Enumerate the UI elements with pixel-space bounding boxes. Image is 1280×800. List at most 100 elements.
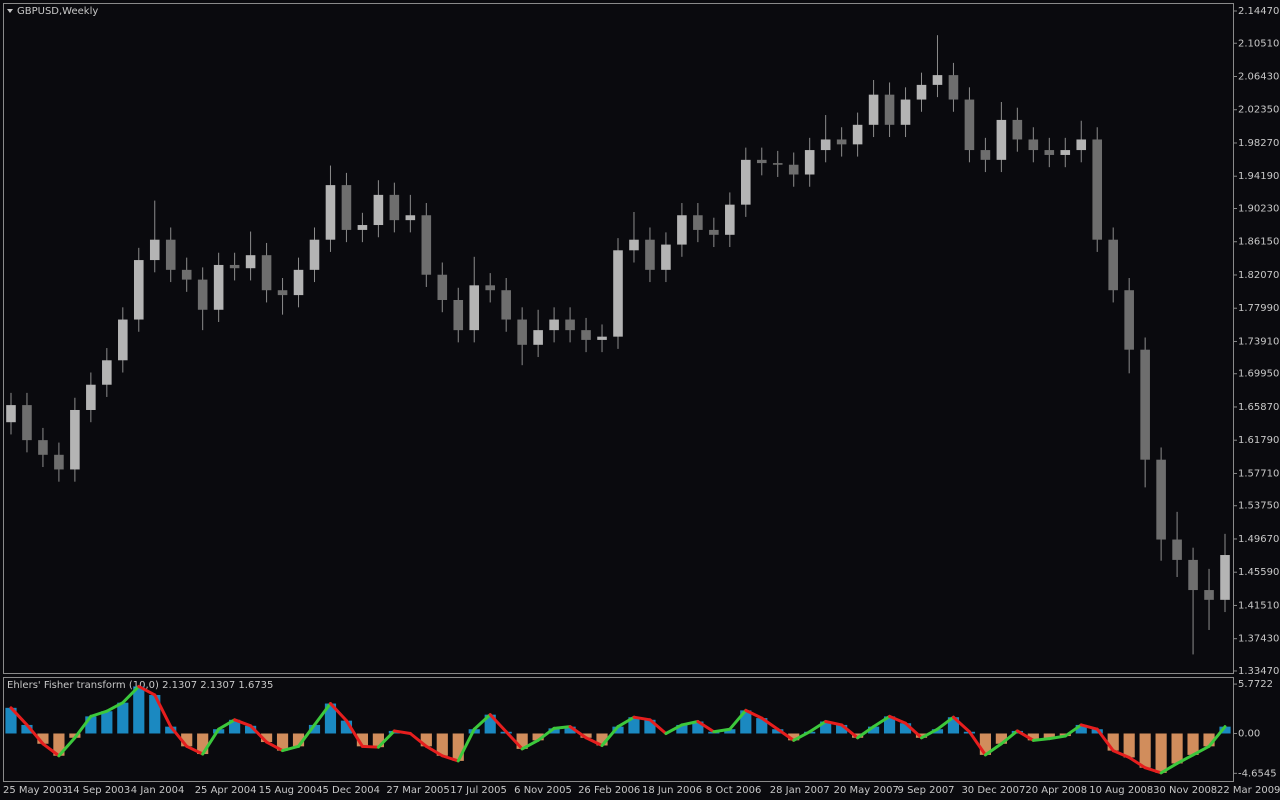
histogram-bar bbox=[292, 733, 305, 747]
fisher-line-segment bbox=[999, 729, 1019, 746]
histogram-bar bbox=[1027, 733, 1039, 741]
histogram-bar bbox=[644, 719, 656, 734]
histogram-bar bbox=[308, 724, 321, 734]
histogram-bar bbox=[1219, 726, 1231, 734]
fisher-line-segment bbox=[376, 729, 396, 749]
fisher-line-segment bbox=[1015, 729, 1035, 742]
chart-title: GBPUSD,Weekly bbox=[17, 6, 98, 17]
x-tick-label: 9 Sep 2007 bbox=[898, 785, 955, 796]
candle-body bbox=[709, 229, 719, 235]
x-tick-label: 20 May 2007 bbox=[834, 785, 899, 796]
histogram-bar bbox=[772, 729, 784, 734]
fisher-line-segment bbox=[328, 702, 348, 723]
candle-body bbox=[725, 204, 735, 235]
y-tick-label: 1.94190 bbox=[1238, 171, 1279, 182]
histogram-bar bbox=[995, 733, 1007, 744]
candle-body bbox=[1108, 239, 1118, 291]
y-tick-label: 1.65870 bbox=[1238, 402, 1279, 413]
candle-body bbox=[1028, 139, 1039, 151]
histogram-bar bbox=[1187, 733, 1199, 755]
candle-body bbox=[133, 260, 144, 320]
candle-body bbox=[1140, 349, 1150, 460]
fisher-line-segment bbox=[1031, 737, 1051, 742]
histogram-bar bbox=[820, 721, 832, 734]
histogram-bar bbox=[452, 733, 464, 761]
fisher-line-segment bbox=[920, 727, 939, 740]
y-tick-label: 2.06430 bbox=[1238, 71, 1279, 82]
x-tick-label: 28 Jan 2007 bbox=[770, 785, 830, 796]
candle-body bbox=[229, 264, 240, 269]
histogram-bar bbox=[245, 725, 257, 734]
candle-body bbox=[1220, 555, 1230, 600]
histogram-bar bbox=[915, 733, 928, 738]
x-tick-label: 8 Oct 2006 bbox=[706, 785, 761, 796]
histogram-bar bbox=[628, 717, 640, 734]
candle-body bbox=[1156, 459, 1166, 540]
fisher-line-segment bbox=[776, 727, 796, 742]
candle-body bbox=[309, 239, 320, 270]
fisher-line-segment bbox=[472, 713, 492, 731]
histogram-bar bbox=[852, 733, 864, 738]
fisher-line-segment bbox=[121, 684, 141, 705]
histogram-bar bbox=[101, 711, 113, 734]
candle-body bbox=[22, 405, 32, 441]
fisher-line-segment bbox=[408, 731, 428, 748]
histogram-bar bbox=[484, 714, 496, 734]
candle-body bbox=[501, 290, 511, 320]
fisher-line-segment bbox=[824, 720, 844, 727]
histogram-bar bbox=[436, 733, 448, 756]
candle-body bbox=[517, 319, 527, 345]
histogram-bar bbox=[756, 718, 768, 734]
candle-body bbox=[836, 139, 847, 145]
candle-body bbox=[149, 239, 160, 261]
fisher-line-segment bbox=[728, 708, 748, 731]
y-tick-label: 1.49670 bbox=[1238, 534, 1279, 545]
fisher-line-segment bbox=[89, 709, 109, 718]
histogram-bar bbox=[1123, 733, 1135, 758]
candle-body bbox=[325, 185, 336, 240]
histogram-bar bbox=[420, 733, 432, 747]
histogram-bar bbox=[548, 728, 560, 734]
fisher-line-segment bbox=[951, 715, 971, 734]
fisher-line-segment bbox=[169, 725, 189, 748]
candle-body bbox=[54, 454, 64, 470]
fisher-line-segment bbox=[632, 715, 652, 722]
fisher-line-segment bbox=[568, 725, 588, 740]
candle-body bbox=[613, 250, 623, 337]
indicator-panel-frame bbox=[3, 677, 1234, 782]
candle-body bbox=[86, 384, 96, 410]
fisher-line-segment bbox=[440, 754, 460, 763]
histogram-bar bbox=[532, 733, 544, 741]
candle-body bbox=[485, 285, 495, 291]
histogram-bar bbox=[1075, 724, 1087, 734]
x-tick-label: 20 Apr 2008 bbox=[1025, 785, 1087, 796]
fisher-line-segment bbox=[760, 716, 780, 731]
fisher-line-segment bbox=[904, 721, 924, 740]
y-tick-label: 1.90230 bbox=[1238, 203, 1279, 214]
fisher-line-segment bbox=[744, 708, 764, 720]
fisher-line-segment bbox=[105, 701, 125, 713]
menu-triangle[interactable] bbox=[7, 9, 13, 13]
fisher-line-segment bbox=[1111, 749, 1131, 759]
fisher-line-segment bbox=[57, 736, 77, 758]
histogram-bar bbox=[356, 733, 369, 747]
y-tick-label: 1.53750 bbox=[1238, 501, 1279, 512]
histogram-bar bbox=[612, 726, 624, 734]
fisher-line-segment bbox=[872, 714, 892, 729]
histogram-bar bbox=[324, 703, 337, 734]
y-tick-label: 1.57710 bbox=[1238, 468, 1279, 479]
x-tick-label: 10 Aug 2008 bbox=[1089, 785, 1153, 796]
fisher-line-segment bbox=[41, 742, 61, 758]
candle-body bbox=[6, 405, 16, 423]
histogram-bar bbox=[117, 702, 129, 734]
candle-body bbox=[469, 285, 480, 331]
candle-body bbox=[1124, 290, 1134, 350]
histogram-bar bbox=[883, 716, 896, 734]
histogram-bar bbox=[899, 723, 912, 734]
candle-body bbox=[1172, 539, 1182, 560]
histogram-bar bbox=[372, 733, 384, 748]
candle-body bbox=[213, 264, 224, 310]
y-tick-label: 2.14470 bbox=[1238, 6, 1279, 17]
y-tick-label: 1.37430 bbox=[1238, 634, 1279, 645]
